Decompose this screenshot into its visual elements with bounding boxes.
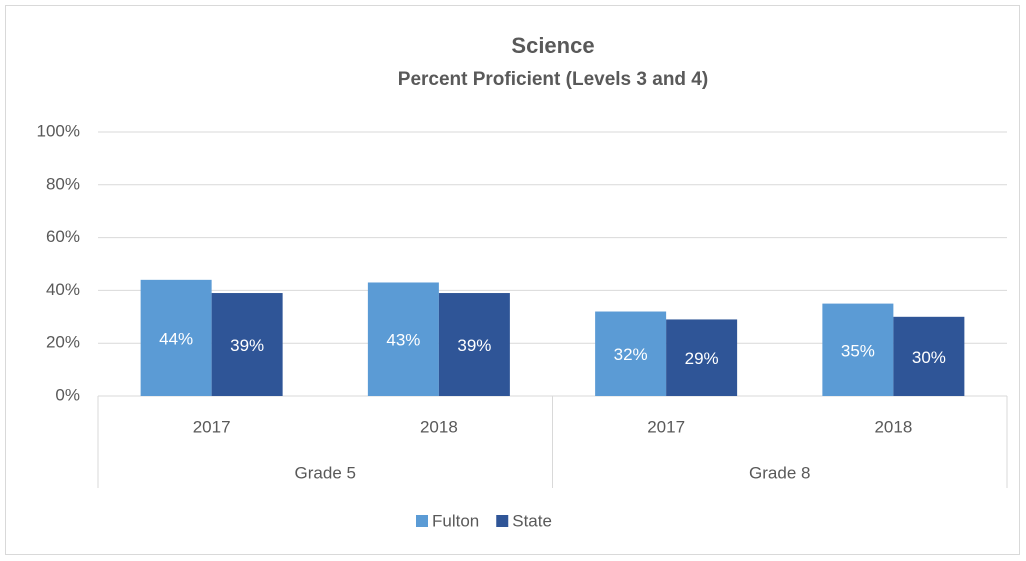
x-tick-label: 2018 (874, 417, 912, 436)
data-label: 29% (685, 349, 719, 368)
y-tick-label: 80% (46, 174, 80, 193)
bar (140, 279, 212, 396)
data-label: 39% (457, 336, 491, 355)
chart-subtitle: Percent Proficient (Levels 3 and 4) (398, 69, 708, 90)
data-label: 39% (230, 336, 264, 355)
y-tick-label: 20% (46, 333, 80, 352)
y-tick-label: 60% (46, 227, 80, 246)
group-label: Grade 5 (295, 463, 356, 482)
bar (666, 319, 738, 396)
bar (438, 293, 510, 396)
data-label: 30% (912, 348, 946, 367)
bar (822, 303, 894, 396)
x-tick-label: 2017 (647, 417, 685, 436)
legend-swatch (496, 515, 509, 527)
x-tick-label: 2018 (420, 417, 458, 436)
data-label: 35% (841, 341, 875, 360)
data-label: 44% (159, 329, 193, 348)
group-label: Grade 8 (749, 463, 810, 482)
bar (595, 311, 667, 396)
legend-label: State (512, 511, 552, 530)
y-tick-label: 0% (55, 385, 80, 404)
data-label: 43% (386, 331, 420, 350)
bar (367, 282, 439, 396)
y-tick-label: 40% (46, 280, 80, 299)
legend-swatch (416, 515, 428, 527)
data-label: 32% (614, 345, 648, 364)
chart-title: Science (511, 33, 594, 58)
y-tick-label: 100% (37, 121, 80, 140)
bar (211, 293, 283, 396)
x-tick-label: 2017 (193, 417, 231, 436)
bar (893, 316, 965, 396)
legend-label: Fulton (432, 511, 479, 530)
